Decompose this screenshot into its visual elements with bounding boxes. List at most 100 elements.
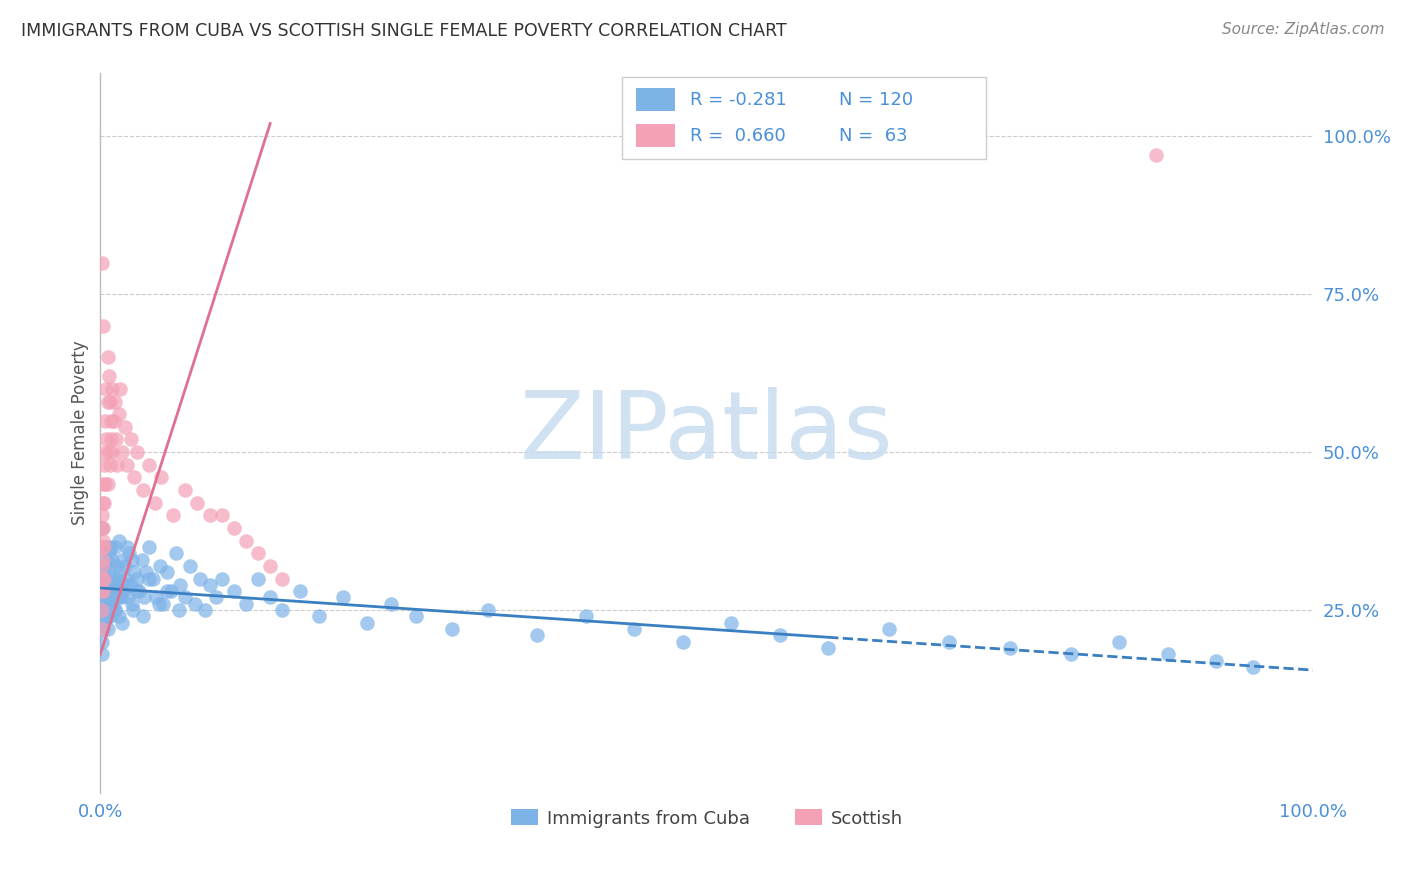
Point [100,540,122,554]
Point [91,591,114,605]
Point [112,584,135,599]
Point [125,584,148,599]
Text: ZIPatlas: ZIPatlas [520,387,894,479]
Point [90,584,112,599]
Point [90,648,112,662]
Point [97,445,120,459]
Point [101,382,124,396]
Point [103,584,125,599]
Point [103,413,125,427]
Point [98,558,121,573]
Point [98,394,121,409]
Point [156,584,179,599]
Text: R = -0.281: R = -0.281 [690,91,786,109]
Point [105,591,128,605]
Point [90,521,112,535]
Point [118,546,141,560]
Point [271,603,294,617]
Point [167,603,190,617]
Point [97,394,120,409]
Point [105,558,128,573]
Point [96,603,118,617]
Point [97,540,120,554]
Point [94,578,117,592]
Point [105,578,128,592]
Point [93,496,115,510]
Point [97,584,120,599]
Point [623,622,645,636]
Point [184,597,207,611]
Point [877,622,900,636]
Point [114,558,136,573]
Point [97,609,120,624]
Point [111,445,134,459]
Point [132,591,155,605]
Point [94,476,117,491]
Point [93,458,115,472]
Point [574,609,596,624]
Point [138,458,160,472]
Point [290,584,312,599]
Point [115,540,138,554]
Point [105,458,128,472]
Point [124,565,146,579]
Point [332,591,354,605]
Point [174,483,197,497]
Point [101,552,124,566]
Point [97,546,120,560]
Point [91,603,114,617]
Point [179,558,201,573]
Point [150,470,173,484]
Point [247,546,270,560]
Point [105,433,128,447]
Point [114,572,136,586]
Point [198,508,221,523]
Point [132,609,155,624]
Point [91,533,114,548]
Point [1144,148,1167,162]
Point [94,584,117,599]
Point [98,578,121,592]
Point [115,458,138,472]
Point [152,597,174,611]
Point [91,496,114,510]
Legend: Immigrants from Cuba, Scottish: Immigrants from Cuba, Scottish [503,802,910,835]
Point [128,584,150,599]
Point [93,572,115,586]
Point [477,603,499,617]
Point [96,552,118,566]
Point [90,558,112,573]
Point [93,572,115,586]
Point [94,572,117,586]
Point [308,609,330,624]
Point [104,603,127,617]
Point [194,603,217,617]
Point [93,540,115,554]
Point [93,597,115,611]
Point [111,552,134,566]
Point [211,572,233,586]
Point [104,394,127,409]
Point [1108,634,1130,648]
Point [115,578,138,592]
Point [121,597,143,611]
Text: N =  63: N = 63 [839,127,908,145]
Point [96,433,118,447]
Point [162,508,184,523]
FancyBboxPatch shape [621,77,986,160]
Point [247,572,270,586]
Point [441,622,464,636]
Point [122,603,145,617]
Point [235,597,257,611]
Point [159,584,181,599]
Point [91,476,114,491]
Point [97,351,120,365]
Y-axis label: Single Female Poverty: Single Female Poverty [72,341,89,525]
Point [198,578,221,592]
Point [671,634,693,648]
Point [141,572,163,586]
Point [135,565,157,579]
Point [107,533,129,548]
Point [817,640,839,655]
Text: IMMIGRANTS FROM CUBA VS SCOTTISH SINGLE FEMALE POVERTY CORRELATION CHART: IMMIGRANTS FROM CUBA VS SCOTTISH SINGLE … [21,22,787,40]
